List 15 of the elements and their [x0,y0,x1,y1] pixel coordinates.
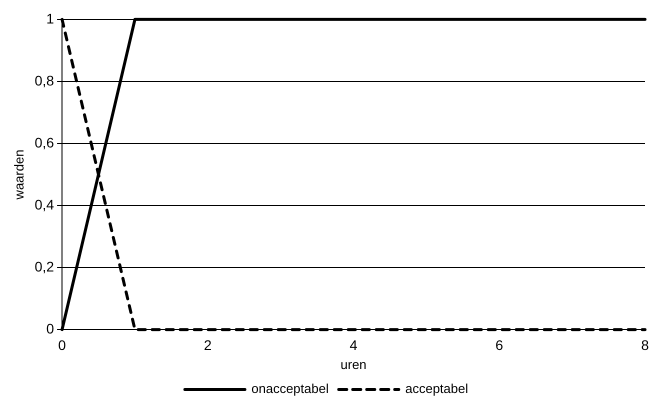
legend-label: acceptabel [405,381,468,396]
y-tick-label: 1 [46,10,54,26]
y-axis-title: waarden [11,150,26,200]
x-tick-label: 2 [204,336,212,353]
y-tick-label: 0,2 [34,258,54,274]
y-tick-label: 0,6 [34,134,54,150]
legend-label: onacceptabel [251,381,329,396]
x-tick-label: 6 [495,336,504,353]
x-tick-label: 4 [350,336,358,353]
y-tick-label: 0,4 [34,196,54,212]
x-axis-title: uren [340,356,367,372]
y-tick-label: 0,8 [34,72,54,88]
x-tick-label: 8 [641,336,650,353]
x-tick-label: 0 [58,336,66,353]
y-tick-label: 0 [46,320,54,336]
